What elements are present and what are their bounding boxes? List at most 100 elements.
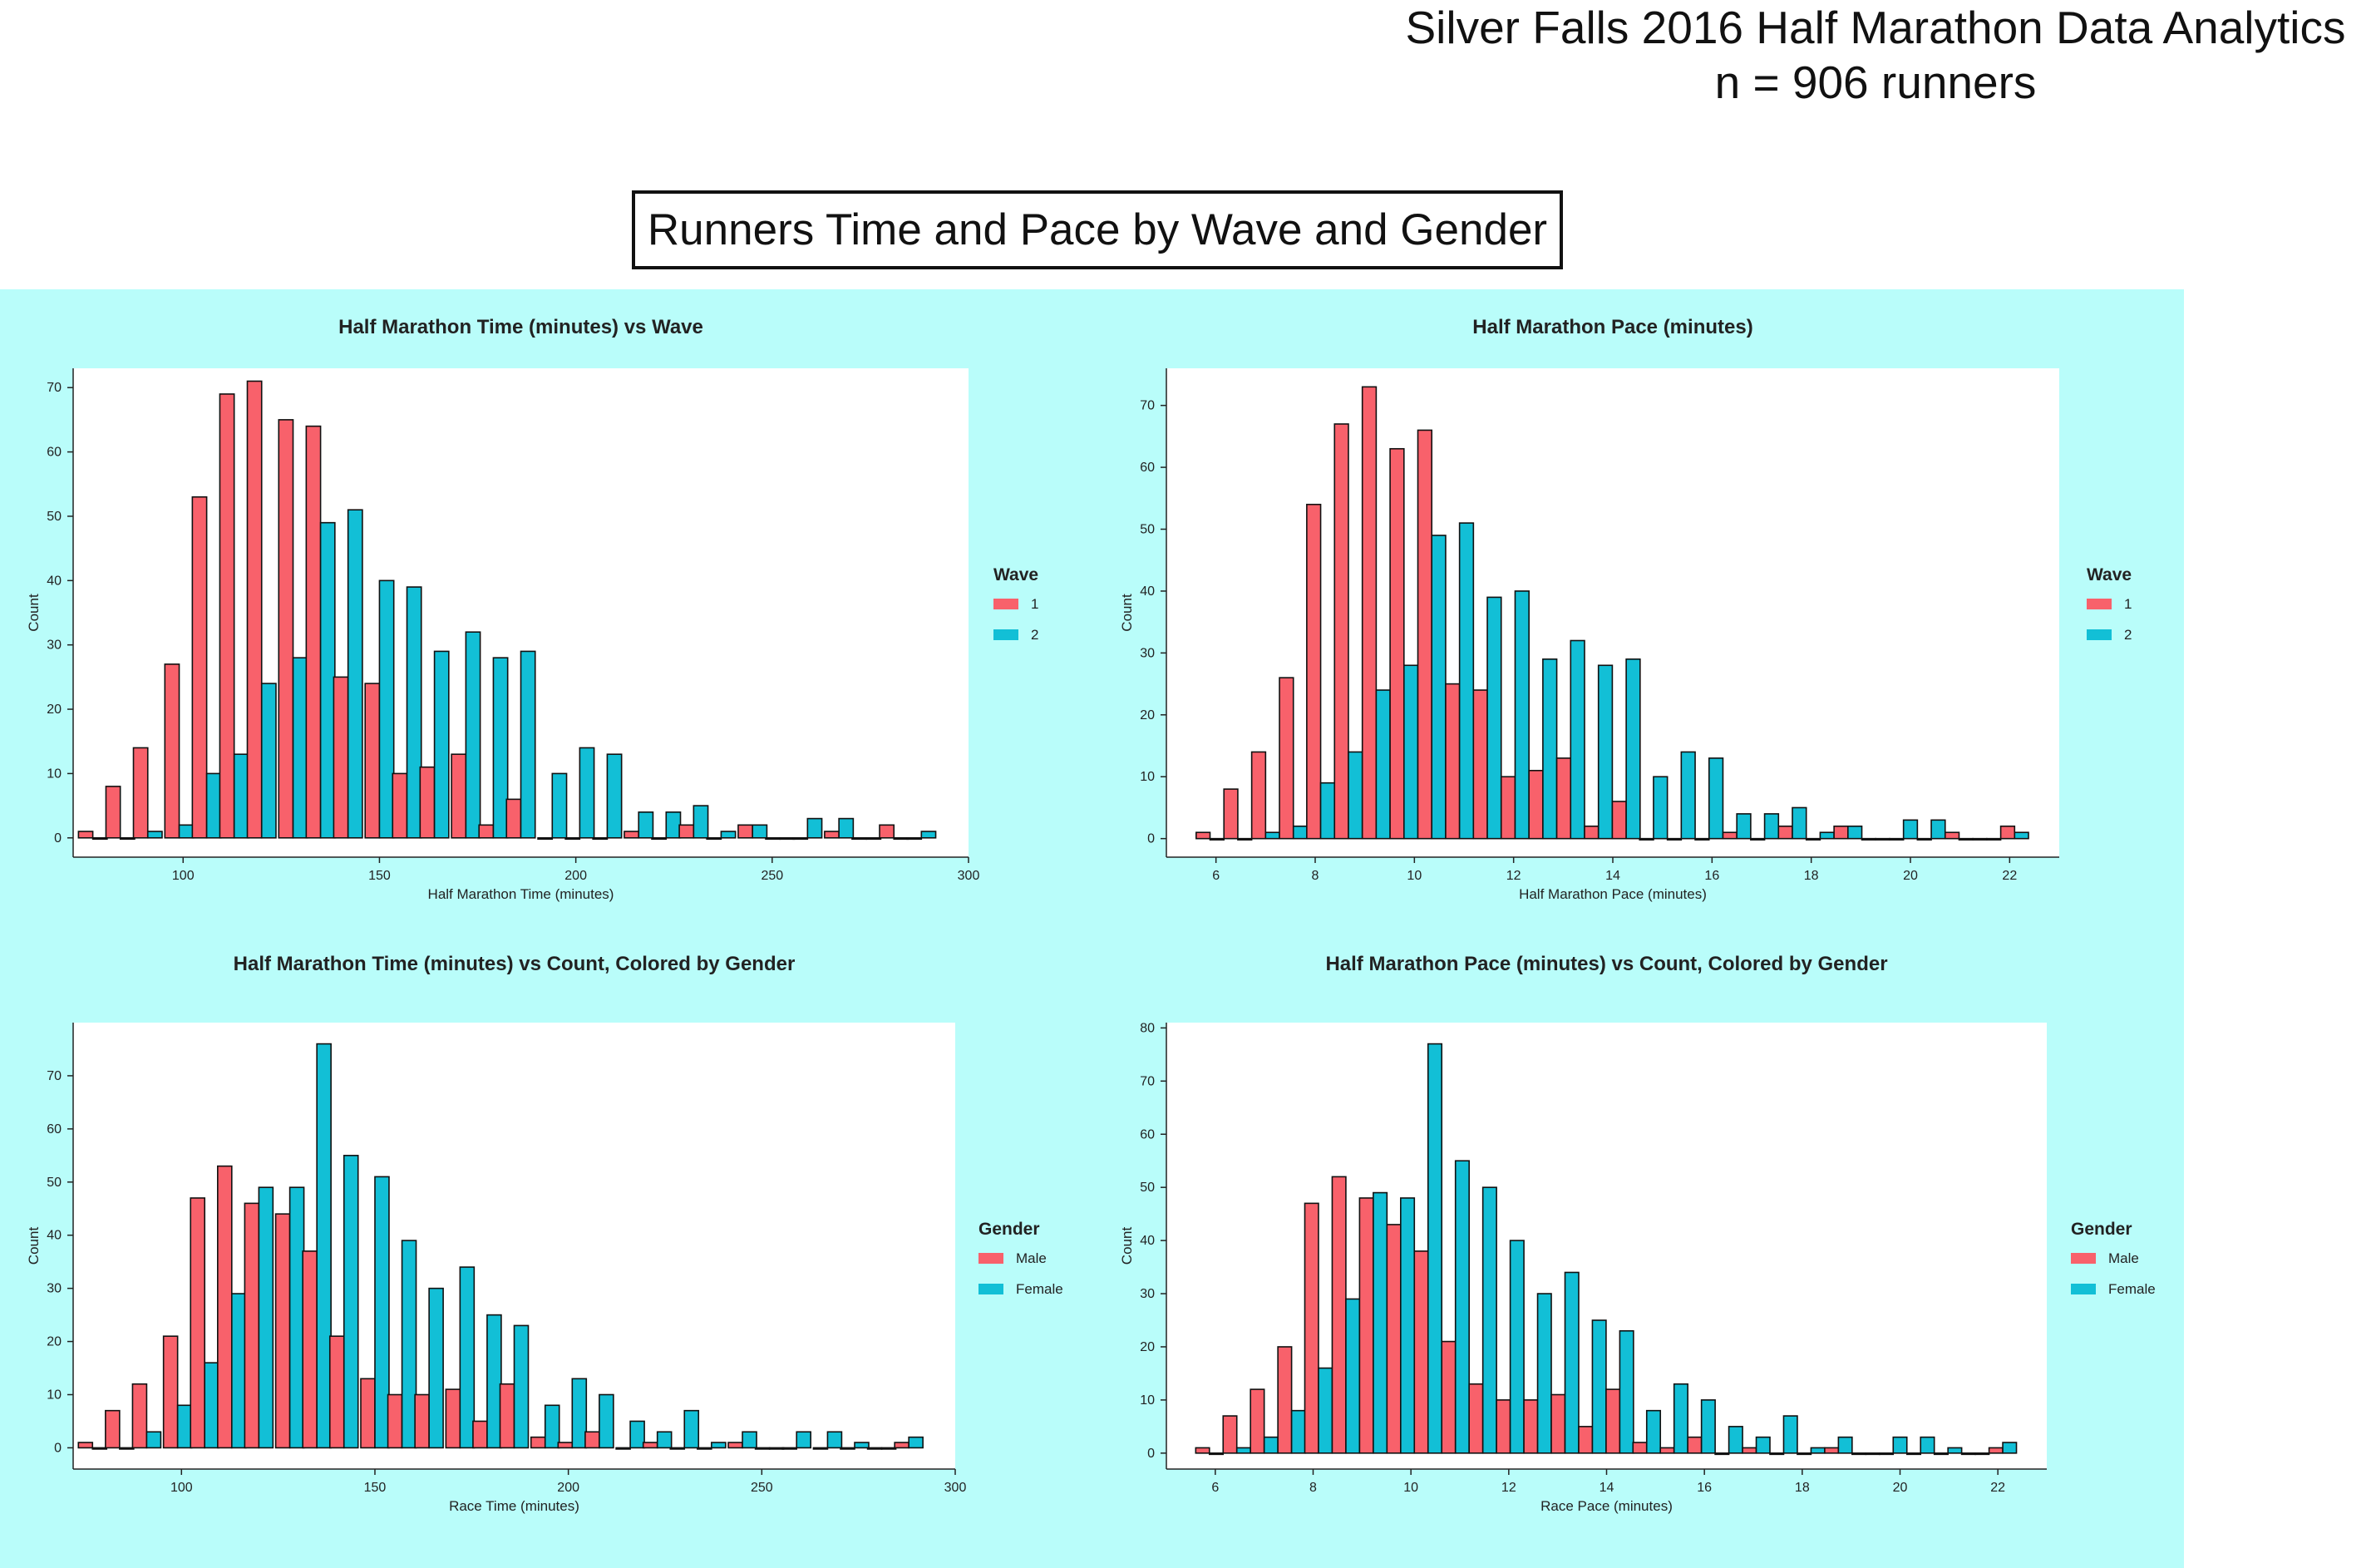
bar-male [840,1447,855,1450]
main-title: Silver Falls 2016 Half Marathon Data Ana… [1380,0,2371,110]
x-tick-label: 100 [170,1481,193,1495]
chart-title: Half Marathon Pace (minutes) vs Count, C… [1325,953,1887,975]
y-tick-label: 70 [47,381,62,395]
bar-1 [906,836,923,841]
bar-1 [278,419,294,839]
x-tick-label: 10 [1403,1481,1418,1495]
bar-female [1564,1271,1580,1454]
bar-2 [1930,819,1946,840]
y-tick-label: 40 [47,574,62,588]
bar-1 [1584,825,1600,840]
bar-male [472,1420,488,1449]
y-tick-label: 10 [47,767,62,781]
bar-male [274,1213,291,1449]
y-tick-label: 50 [1140,523,1155,537]
bar-female [316,1043,332,1449]
bar-female [1454,1160,1470,1454]
bar-male [1250,1388,1265,1454]
bar-1 [333,676,349,839]
bar-female [1536,1293,1552,1454]
x-tick-label: 150 [364,1481,387,1495]
x-tick-label: 18 [1804,869,1819,883]
bar-male [781,1447,798,1450]
bar-1 [132,747,149,839]
x-tick-label: 300 [958,869,980,883]
bar-2 [1653,776,1669,840]
bar-2 [1319,782,1336,840]
bar-female [742,1431,757,1449]
bar-female [1673,1383,1688,1454]
y-tick-label: 70 [1140,399,1155,413]
bar-male [1358,1197,1374,1454]
bar-2 [347,509,363,839]
bar-1 [1972,837,1988,841]
bar-female [204,1362,220,1449]
bar-male [360,1378,376,1449]
bar-female [1920,1436,1935,1454]
bar-female [1400,1197,1416,1454]
bar-2 [406,586,422,839]
y-tick-label: 30 [1140,1287,1155,1301]
bar-female [1619,1329,1634,1454]
bar-1 [392,772,408,839]
bar-1 [537,836,554,841]
bar-1 [1279,677,1294,840]
x-tick-label: 12 [1506,869,1521,883]
bar-1 [1417,429,1433,840]
y-tick-label: 60 [1140,461,1155,475]
x-tick-label: 22 [2002,869,2017,883]
bar-female [513,1324,530,1449]
bar-1 [505,798,522,839]
x-tick-label: 250 [751,1481,773,1495]
y-tick-label: 10 [47,1388,62,1403]
legend-title: Wave [993,565,1038,584]
x-tick-label: 8 [1312,869,1319,883]
bar-female [880,1447,897,1450]
bar-male [1331,1176,1347,1454]
bar-female [374,1176,390,1449]
bar-1 [564,836,581,841]
bar-female [119,1447,135,1450]
legend-key-male [2071,1253,2096,1264]
bar-female [1892,1436,1908,1454]
legend-label: Male [1016,1250,1047,1266]
bar-male [77,1442,94,1449]
bar-male [1441,1340,1457,1454]
bar-2 [806,817,823,839]
bar-2 [693,805,709,839]
bar-male [557,1442,574,1449]
bar-2 [465,631,481,839]
bar-male [190,1197,206,1449]
bar-2 [1458,522,1475,840]
bar-female [656,1431,673,1449]
bar-2 [1958,837,1974,841]
y-tick-label: 0 [54,1441,62,1455]
bar-female [288,1186,305,1449]
bar-male [1496,1399,1511,1454]
bar-male [754,1447,771,1450]
bar-female [629,1420,645,1449]
bar-male [727,1442,743,1449]
bar-1 [1389,447,1405,840]
y-tick-label: 40 [1140,584,1155,599]
bar-2 [1708,757,1724,840]
bar-female [854,1442,870,1449]
bar-2 [551,772,568,839]
bar-male [105,1409,121,1449]
bar-female [599,1393,614,1449]
x-tick-label: 6 [1212,869,1220,883]
bar-male [697,1447,712,1450]
bar-female [145,1431,162,1449]
chart-title: Half Marathon Pace (minutes) [1472,316,1752,338]
bar-1 [1999,825,2016,840]
y-tick-label: 60 [47,1122,62,1137]
legend-key-2 [993,629,1018,640]
bar-1 [737,824,753,839]
bar-male [1988,1447,2004,1454]
main-subtitle: n = 906 runners [1714,57,2037,108]
bar-1 [1944,831,1960,840]
legend-label: Female [1016,1281,1063,1297]
bar-1 [77,831,94,839]
x-tick-label: 14 [1600,1481,1614,1495]
bar-male [1960,1452,1976,1456]
